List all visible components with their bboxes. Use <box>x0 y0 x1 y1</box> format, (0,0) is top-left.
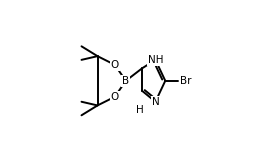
Text: O: O <box>111 60 119 70</box>
Text: H: H <box>135 105 143 115</box>
Text: Br: Br <box>180 76 192 86</box>
Text: O: O <box>111 92 119 102</box>
Text: NH: NH <box>148 55 163 65</box>
Text: B: B <box>122 76 129 86</box>
Text: N: N <box>152 97 159 107</box>
